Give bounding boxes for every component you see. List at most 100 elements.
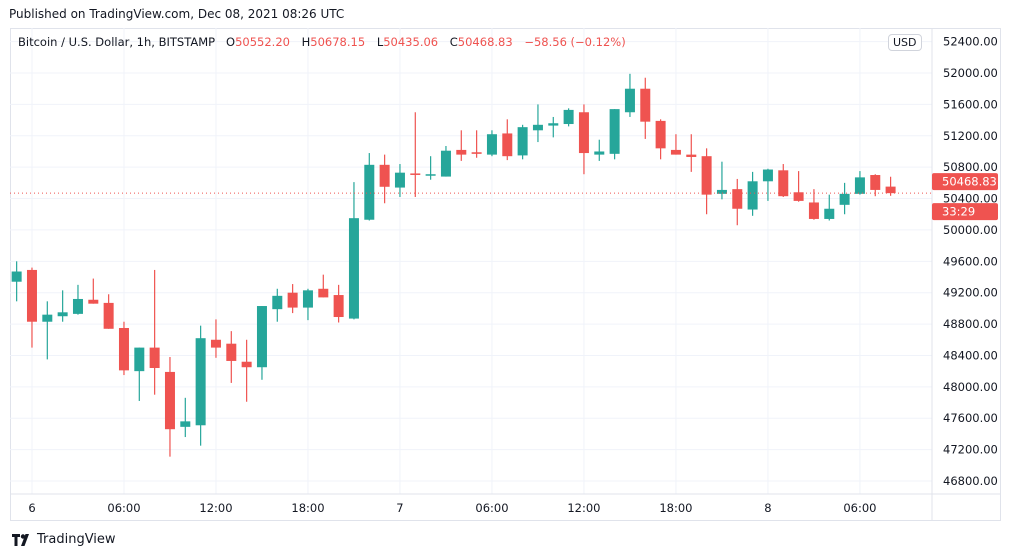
candle[interactable] <box>486 130 497 157</box>
candle[interactable] <box>241 339 252 402</box>
price-tick-label: 50400.00 <box>943 192 998 206</box>
candle[interactable] <box>210 319 221 358</box>
candle[interactable] <box>118 321 129 376</box>
currency-button[interactable]: USD <box>888 34 922 51</box>
candle[interactable] <box>195 325 206 446</box>
candle[interactable] <box>793 171 804 202</box>
candle[interactable] <box>26 267 37 348</box>
candle[interactable] <box>609 109 620 160</box>
candle-body <box>195 338 206 426</box>
candle[interactable] <box>394 164 405 197</box>
candle[interactable] <box>333 284 344 323</box>
price-tick-label: 52000.00 <box>943 66 998 80</box>
time-tick-label: 12:00 <box>567 501 600 515</box>
grid <box>10 28 932 494</box>
candle-body <box>72 298 83 314</box>
candle[interactable] <box>456 130 467 161</box>
candle[interactable] <box>854 171 865 195</box>
candle-body <box>824 208 835 219</box>
candle[interactable] <box>88 278 99 304</box>
candle-body <box>732 189 743 209</box>
candle[interactable] <box>686 134 697 172</box>
candle[interactable] <box>302 288 313 321</box>
candle[interactable] <box>701 148 712 215</box>
candle[interactable] <box>839 182 850 215</box>
candle[interactable] <box>364 153 375 221</box>
time-tick-label: 6 <box>28 501 35 515</box>
candle[interactable] <box>72 284 83 315</box>
candle-body <box>532 124 543 131</box>
time-axis[interactable]: 6 06:00 12:00 18:00 7 06:00 12:00 18:00 8 06:00 <box>28 501 876 515</box>
candle-body <box>26 269 37 322</box>
candle[interactable] <box>762 168 773 201</box>
candle[interactable] <box>256 306 267 380</box>
candle[interactable] <box>440 145 451 177</box>
candle[interactable] <box>103 294 114 329</box>
bar-countdown: 33:29 <box>942 205 975 219</box>
candle[interactable] <box>808 189 819 220</box>
candle-body <box>348 218 359 319</box>
candle[interactable] <box>624 73 635 117</box>
candle-body <box>440 150 451 177</box>
price-tick-label: 52400.00 <box>943 35 998 49</box>
candle-body <box>808 202 819 219</box>
candle[interactable] <box>747 171 758 216</box>
candle[interactable] <box>548 116 559 138</box>
candle-body <box>793 192 804 201</box>
last-price-label: 50468.83 33:29 <box>932 173 998 221</box>
candle[interactable] <box>425 156 436 180</box>
candle[interactable] <box>655 119 666 160</box>
candle[interactable] <box>11 261 22 302</box>
candle[interactable] <box>640 77 651 139</box>
time-tick-label: 8 <box>764 501 771 515</box>
candle[interactable] <box>502 119 513 161</box>
candle-body <box>655 120 666 149</box>
candle-body <box>256 306 267 368</box>
candle-body <box>226 343 237 361</box>
time-tick-label: 18:00 <box>659 501 692 515</box>
candle[interactable] <box>134 347 145 401</box>
candle[interactable] <box>180 397 191 438</box>
candle[interactable] <box>348 182 359 320</box>
candle[interactable] <box>716 161 727 200</box>
time-tick-label: 12:00 <box>199 501 232 515</box>
candle[interactable] <box>870 174 881 197</box>
candle[interactable] <box>732 178 743 226</box>
candle-body <box>379 164 390 187</box>
candle-body <box>11 271 22 282</box>
candle[interactable] <box>563 108 574 127</box>
footer-brand[interactable]: TradingView <box>12 532 116 547</box>
candle[interactable] <box>778 164 789 197</box>
candle-body <box>272 295 283 310</box>
candle[interactable] <box>471 130 482 158</box>
candle[interactable] <box>379 154 390 204</box>
candle[interactable] <box>149 269 160 395</box>
candle[interactable] <box>578 104 589 175</box>
candle[interactable] <box>318 274 329 298</box>
candle[interactable] <box>532 104 543 143</box>
candle[interactable] <box>287 284 298 314</box>
candle[interactable] <box>824 194 835 221</box>
price-tick-label: 49200.00 <box>943 286 998 300</box>
candle-body <box>870 175 881 190</box>
time-tick-label: 7 <box>396 501 403 515</box>
candle[interactable] <box>57 290 68 322</box>
candle[interactable] <box>410 112 421 197</box>
candle-body <box>57 312 68 317</box>
candle[interactable] <box>272 288 283 322</box>
chart-frame <box>10 28 1001 521</box>
price-axis[interactable]: 52400.00 52000.00 51600.00 51200.00 50800.00… <box>943 35 998 488</box>
countdown-box <box>932 203 998 221</box>
candle-body <box>333 295 344 318</box>
candle-body <box>394 172 405 188</box>
candle[interactable] <box>885 176 896 196</box>
candle[interactable] <box>594 139 605 161</box>
candle[interactable] <box>670 134 681 155</box>
candle[interactable] <box>517 124 528 160</box>
candle[interactable] <box>164 357 175 457</box>
candle-body <box>624 88 635 113</box>
candle[interactable] <box>42 301 53 360</box>
candle[interactable] <box>226 331 237 383</box>
candle-body <box>502 133 513 157</box>
